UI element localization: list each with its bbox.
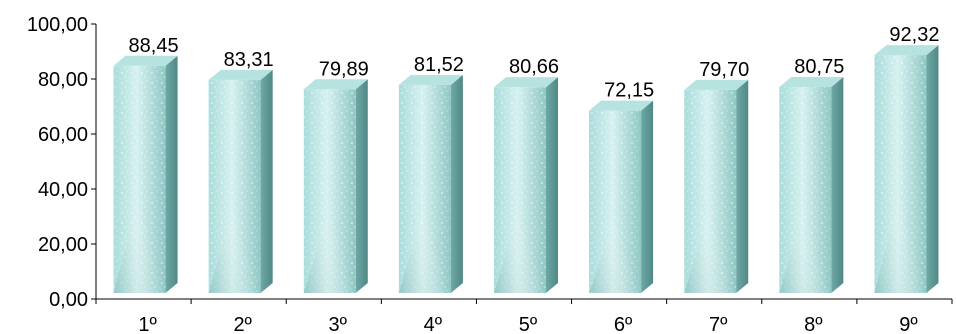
axes-layer: 0,00 20,00 40,00 60,00 80,00 100,00 xyxy=(27,14,953,311)
bar-side xyxy=(926,45,939,294)
y-tick-label: 80,00 xyxy=(38,69,88,91)
bar-side xyxy=(355,79,368,294)
bar-top xyxy=(208,69,273,80)
bar xyxy=(589,100,654,294)
y-tick-label: 60,00 xyxy=(38,124,88,146)
x-tick-label: 6º xyxy=(614,314,633,334)
bar-side xyxy=(450,74,463,293)
bar-shade xyxy=(494,117,546,293)
bar xyxy=(779,76,844,293)
data-label: 83,31 xyxy=(224,49,274,71)
x-tick-label: 7º xyxy=(709,314,728,334)
bar-top xyxy=(779,76,844,87)
bar-side xyxy=(546,77,558,293)
x-tick-label: 8º xyxy=(804,314,823,334)
x-tick-label: 2º xyxy=(233,314,252,334)
data-label: 81,52 xyxy=(414,54,464,76)
x-tick-label: 1º xyxy=(138,314,157,334)
bar xyxy=(398,74,463,293)
bar-top xyxy=(113,55,178,66)
bar-shade xyxy=(303,119,356,294)
bars-layer xyxy=(113,45,939,294)
bar xyxy=(208,69,273,294)
bar xyxy=(303,79,368,294)
bar-side xyxy=(260,69,273,294)
x-tick-label: 9º xyxy=(899,314,918,334)
y-tick-label: 40,00 xyxy=(38,179,88,201)
bar-side xyxy=(736,79,749,293)
data-label: 72,15 xyxy=(604,80,654,102)
bar-side xyxy=(165,55,178,294)
data-label: 92,32 xyxy=(889,24,939,46)
bar-top xyxy=(494,77,558,88)
bar-side xyxy=(641,100,654,294)
bar-top xyxy=(874,45,939,56)
bar xyxy=(113,55,178,294)
data-label: 88,45 xyxy=(129,35,179,57)
bar-shade xyxy=(589,140,642,293)
x-tick-label: 5º xyxy=(519,314,538,334)
bar-shade xyxy=(684,119,737,293)
bar xyxy=(494,77,558,293)
bar-shade xyxy=(398,114,451,293)
bar-shade xyxy=(874,85,927,294)
bar-shade xyxy=(208,109,261,294)
data-label: 79,70 xyxy=(699,59,749,81)
bar xyxy=(874,45,939,294)
labels-layer: 88,45 1º 83,31 2º 79,89 3º 81,52 4º 80,66 5º 72,15… xyxy=(129,24,940,334)
bar-shade xyxy=(113,95,166,293)
bar xyxy=(684,79,749,293)
y-tick-label: 100,00 xyxy=(27,14,88,36)
x-tick-label: 3º xyxy=(329,314,348,334)
bar-top xyxy=(684,79,749,90)
bar-shade xyxy=(779,116,832,293)
bar-top xyxy=(303,79,368,90)
bar-side xyxy=(831,76,844,293)
bar-top xyxy=(398,74,463,85)
y-tick-label: 0,00 xyxy=(49,289,88,311)
data-label: 80,66 xyxy=(509,56,559,78)
data-label: 80,75 xyxy=(794,56,844,78)
x-tick-label: 4º xyxy=(424,314,443,334)
data-label: 79,89 xyxy=(319,58,369,80)
y-tick-label: 20,00 xyxy=(38,234,88,256)
bar-top xyxy=(589,100,654,111)
